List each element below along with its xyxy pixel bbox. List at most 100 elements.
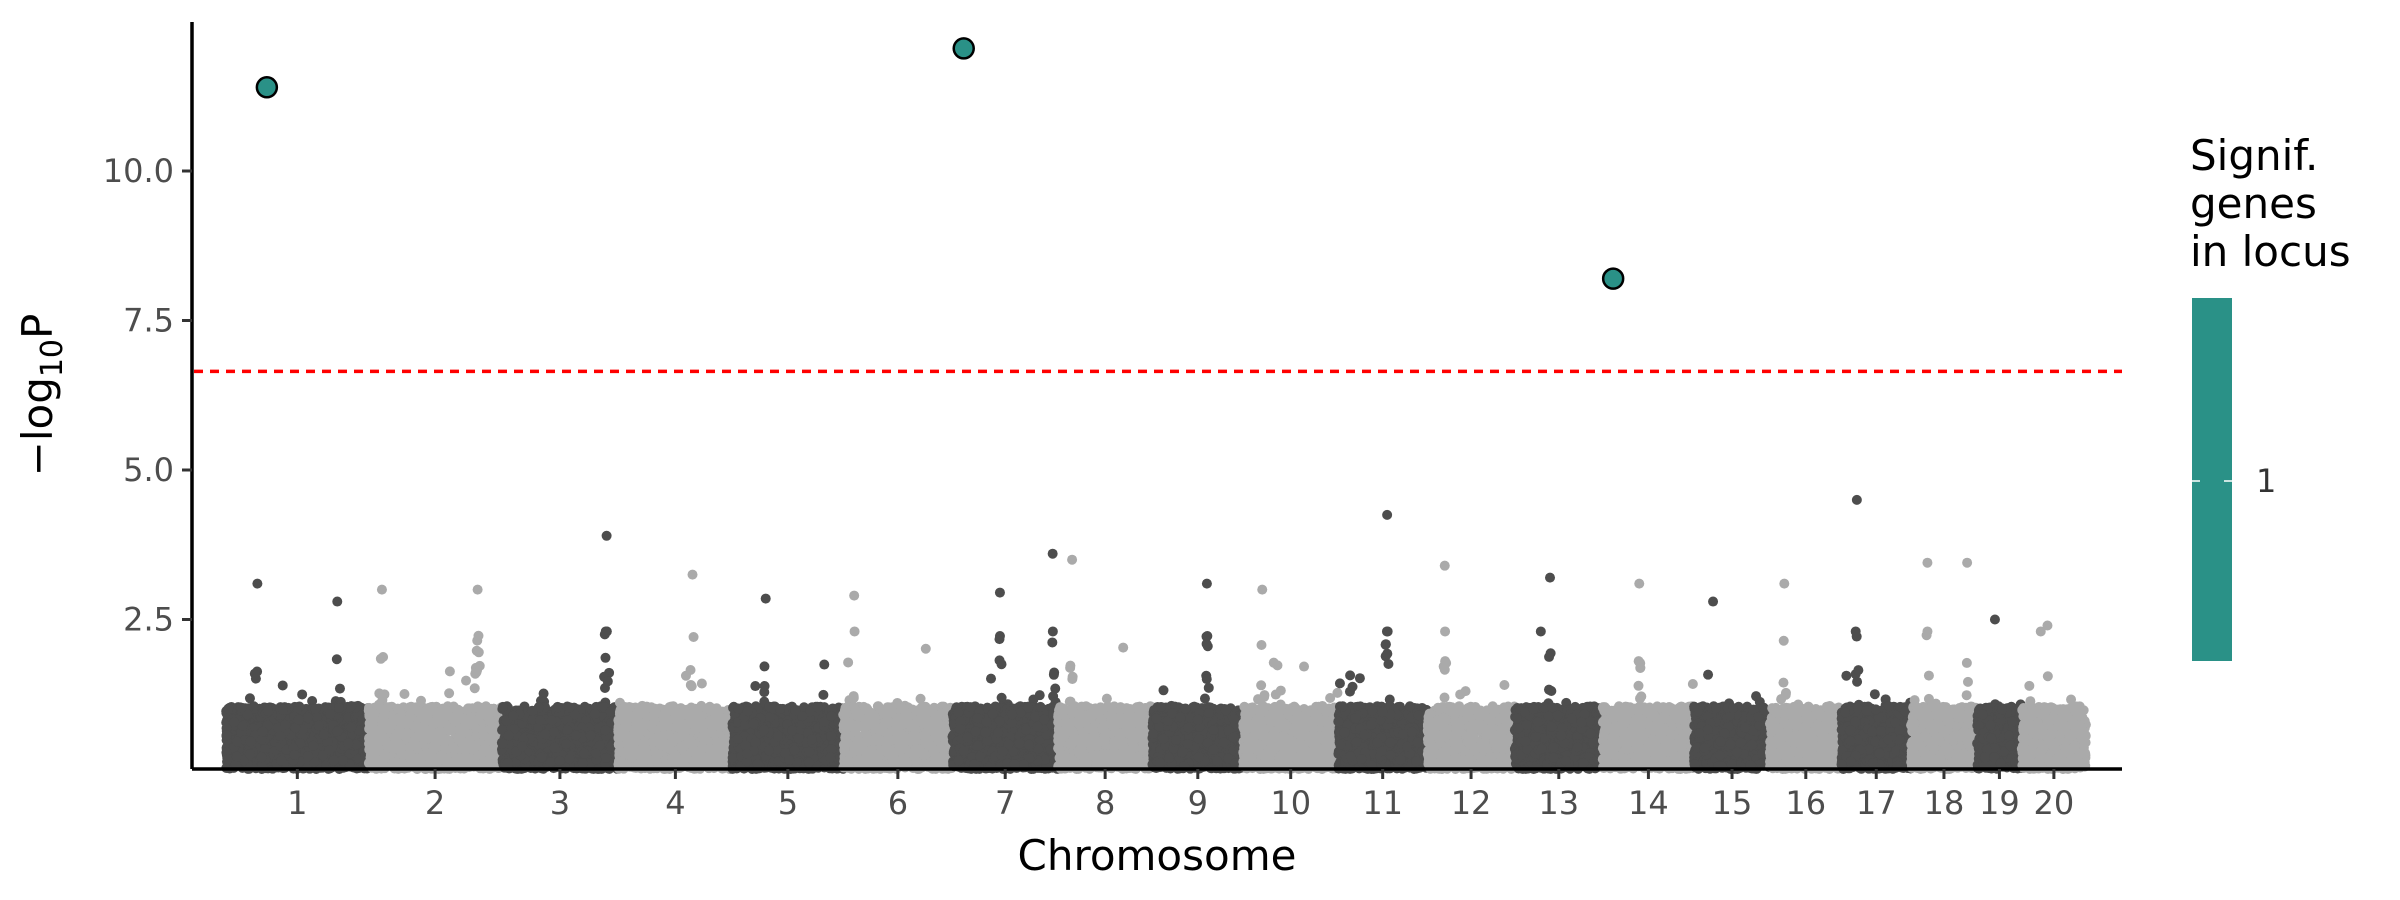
snp-point xyxy=(420,750,431,761)
snp-point xyxy=(404,713,415,724)
snp-point xyxy=(424,702,435,713)
snp-point xyxy=(318,729,329,740)
snp-point xyxy=(536,752,547,763)
snp-point xyxy=(473,630,484,641)
snp-peak-point xyxy=(332,596,343,607)
snp-point xyxy=(709,716,720,727)
snp-point xyxy=(624,712,635,723)
snp-point xyxy=(343,738,354,749)
snp-point xyxy=(694,756,705,767)
snp-point xyxy=(370,752,381,763)
snp-point xyxy=(277,704,288,715)
snp-point xyxy=(302,712,313,723)
snp-point xyxy=(460,727,471,738)
snp-point xyxy=(478,704,489,715)
snp-point xyxy=(594,740,605,751)
snp-point xyxy=(613,724,624,735)
snp-point xyxy=(564,702,575,713)
snp-point xyxy=(231,751,242,762)
snp-point xyxy=(659,730,670,741)
snp-point xyxy=(280,719,291,730)
snp-point xyxy=(378,711,389,722)
snp-point xyxy=(562,725,573,736)
snp-point xyxy=(401,728,412,739)
snp-point xyxy=(564,753,575,764)
snp-point xyxy=(579,748,590,759)
snp-point xyxy=(675,731,686,742)
snp-point xyxy=(461,675,472,686)
snp-point xyxy=(502,758,513,769)
snp-point xyxy=(413,706,424,717)
snp-point xyxy=(503,730,514,741)
snp-point xyxy=(600,725,611,736)
snp-point xyxy=(395,715,406,726)
snp-point xyxy=(527,705,538,716)
snp-point xyxy=(465,712,476,723)
snp-point xyxy=(250,673,261,684)
snp-point xyxy=(706,727,717,738)
snp-point xyxy=(346,701,357,712)
snp-point xyxy=(452,709,463,720)
snp-point xyxy=(442,755,453,766)
snp-point xyxy=(310,703,321,714)
snp-point xyxy=(325,709,336,720)
snp-point xyxy=(436,708,447,719)
snp-point xyxy=(545,757,556,768)
snp-point xyxy=(685,664,696,675)
snp-point xyxy=(244,693,255,704)
snp-point xyxy=(585,730,596,741)
snp-point xyxy=(712,705,723,716)
snp-point xyxy=(293,714,304,725)
snp-point xyxy=(697,732,708,743)
snp-point xyxy=(605,706,616,717)
snp-point xyxy=(448,742,459,753)
snp-point xyxy=(245,749,256,760)
snp-point xyxy=(686,681,697,692)
snp-point xyxy=(313,720,324,731)
snp-peak-point xyxy=(601,530,612,541)
snp-point xyxy=(245,736,256,747)
snp-point xyxy=(427,727,438,738)
snp-point xyxy=(257,726,268,737)
snp-point xyxy=(317,750,328,761)
snp-point xyxy=(337,755,348,766)
snp-point xyxy=(373,743,384,754)
snp-point xyxy=(719,738,730,749)
snp-point xyxy=(289,749,300,760)
snp-point xyxy=(232,736,243,747)
snp-point xyxy=(540,729,551,740)
snp-point xyxy=(444,666,455,677)
snp-point xyxy=(696,678,707,689)
snp-point xyxy=(328,755,339,766)
snp-point xyxy=(434,718,445,729)
snp-point xyxy=(277,680,288,691)
snp-point xyxy=(297,689,308,700)
snp-point xyxy=(553,702,564,713)
snp-point xyxy=(221,730,232,741)
snp-point xyxy=(333,703,344,714)
snp-point xyxy=(627,752,638,763)
snp-point xyxy=(601,752,612,763)
chromosome-2-points xyxy=(363,584,507,774)
snp-point xyxy=(508,710,519,721)
snp-point xyxy=(688,631,699,642)
snp-point xyxy=(377,721,388,732)
snp-point xyxy=(497,738,508,749)
snp-point xyxy=(302,751,313,762)
snp-peak-point xyxy=(376,584,387,595)
snp-point xyxy=(393,730,404,741)
snp-point xyxy=(469,683,480,694)
snp-point xyxy=(262,705,273,716)
snp-point xyxy=(602,676,613,687)
snp-point xyxy=(378,652,389,663)
chromosome-3-points xyxy=(496,530,624,774)
snp-point xyxy=(256,752,267,763)
snp-point xyxy=(600,626,611,637)
snp-point xyxy=(694,710,705,721)
snp-point xyxy=(443,725,454,736)
snp-point xyxy=(474,660,485,671)
snp-point xyxy=(624,702,635,713)
snp-point xyxy=(577,758,588,769)
snp-point xyxy=(478,729,489,740)
snp-point xyxy=(616,756,627,767)
